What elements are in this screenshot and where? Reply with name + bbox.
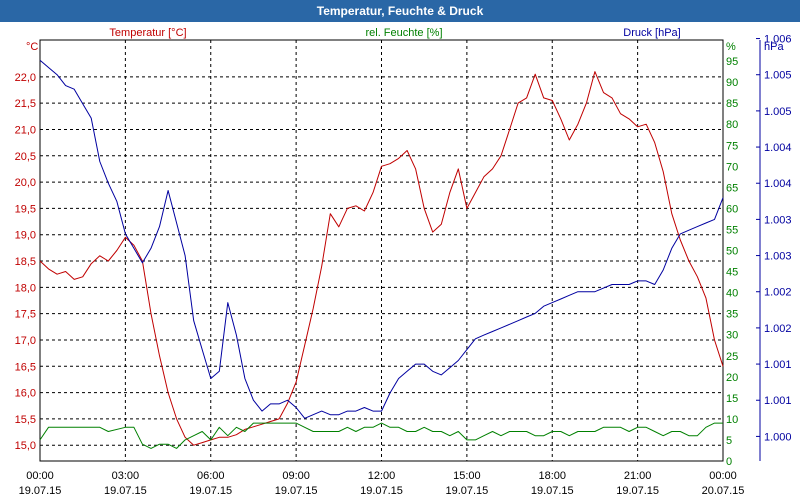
temperature-tick-label: 17,0 [15, 335, 36, 347]
pressure-tick-label: 1.001 [764, 395, 792, 407]
x-tick-time: 03:00 [112, 470, 140, 482]
humidity-tick-label: 60 [726, 203, 738, 215]
temperature-tick-label: 18,0 [15, 282, 36, 294]
humidity-tick-label: 25 [726, 351, 738, 363]
humidity-tick-label: 55 [726, 224, 738, 236]
humidity-tick-label: 20 [726, 372, 738, 384]
temperature-tick-label: 19,5 [15, 203, 36, 215]
x-tick-date: 19.07.15 [616, 485, 659, 497]
pressure-tick-label: 1.000 [764, 431, 792, 443]
x-tick-time: 12:00 [368, 470, 396, 482]
pressure-tick-label: 1.006 [764, 34, 792, 46]
legend-pressure: Druck [hPa] [623, 27, 680, 39]
chart-title: Temperatur, Feuchte & Druck [0, 0, 800, 22]
humidity-tick-label: 35 [726, 309, 738, 321]
temperature-tick-label: 20,0 [15, 177, 36, 189]
temperature-tick-label: 20,5 [15, 151, 36, 163]
humidity-tick-label: 30 [726, 330, 738, 342]
temperature-tick-label: 16,5 [15, 361, 36, 373]
pressure-tick-label: 1.004 [764, 178, 792, 190]
pressure-tick-label: 1.002 [764, 287, 792, 299]
humidity-tick-label: 95 [726, 56, 738, 68]
humidity-tick-label: 50 [726, 246, 738, 258]
pressure-series-line [39, 59, 724, 419]
x-tick-time: 15:00 [453, 470, 481, 482]
x-tick-date: 19.07.15 [189, 485, 232, 497]
x-tick-time: 06:00 [197, 470, 225, 482]
humidity-tick-label: 75 [726, 140, 738, 152]
temperature-tick-label: 15,5 [15, 414, 36, 426]
humidity-tick-label: 70 [726, 161, 738, 173]
temperature-tick-label: 16,0 [15, 388, 36, 400]
pressure-tick-label: 1.001 [764, 359, 792, 371]
temperature-tick-label: 21,0 [15, 124, 36, 136]
temperature-tick-label: 21,5 [15, 98, 36, 110]
pressure-unit-label: hPa [764, 41, 784, 53]
pressure-tick-label: 1.002 [764, 323, 792, 335]
temperature-tick-label: 18,5 [15, 256, 36, 268]
humidity-unit-label: % [726, 41, 736, 53]
pressure-tick-label: 1.003 [764, 251, 792, 263]
legend-temperature: Temperatur [°C] [109, 27, 186, 39]
x-tick-date: 19.07.15 [275, 485, 318, 497]
humidity-tick-label: 10 [726, 414, 738, 426]
x-tick-date: 19.07.15 [19, 485, 62, 497]
pressure-tick-label: 1.005 [764, 70, 792, 82]
x-tick-time: 21:00 [624, 470, 652, 482]
humidity-tick-label: 45 [726, 267, 738, 279]
temperature-tick-label: 15,0 [15, 440, 36, 452]
x-tick-date: 19.07.15 [445, 485, 488, 497]
humidity-tick-label: 40 [726, 288, 738, 300]
x-tick-date: 19.07.15 [360, 485, 403, 497]
x-tick-time: 09:00 [282, 470, 310, 482]
temperature-tick-label: 17,5 [15, 309, 36, 321]
x-tick-date: 20.07.15 [702, 485, 745, 497]
humidity-tick-label: 0 [726, 456, 732, 468]
x-tick-time: 18:00 [538, 470, 566, 482]
humidity-tick-label: 80 [726, 119, 738, 131]
temperature-tick-label: 19,0 [15, 230, 36, 242]
humidity-tick-label: 90 [726, 77, 738, 89]
x-tick-time: 00:00 [26, 470, 54, 482]
humidity-series-line [39, 422, 723, 449]
x-tick-date: 19.07.15 [531, 485, 574, 497]
pressure-tick-label: 1.004 [764, 142, 792, 154]
humidity-tick-label: 65 [726, 182, 738, 194]
humidity-tick-label: 85 [726, 98, 738, 110]
temperature-tick-label: 22,0 [15, 72, 36, 84]
x-tick-time: 00:00 [709, 470, 737, 482]
legend-humidity: rel. Feuchte [%] [365, 27, 442, 39]
humidity-tick-label: 5 [726, 435, 732, 447]
pressure-tick-label: 1.005 [764, 106, 792, 118]
x-tick-date: 19.07.15 [104, 485, 147, 497]
temperature-series-line [39, 71, 724, 446]
temperature-unit-label: °C [26, 41, 38, 53]
humidity-tick-label: 15 [726, 393, 738, 405]
pressure-tick-label: 1.003 [764, 214, 792, 226]
